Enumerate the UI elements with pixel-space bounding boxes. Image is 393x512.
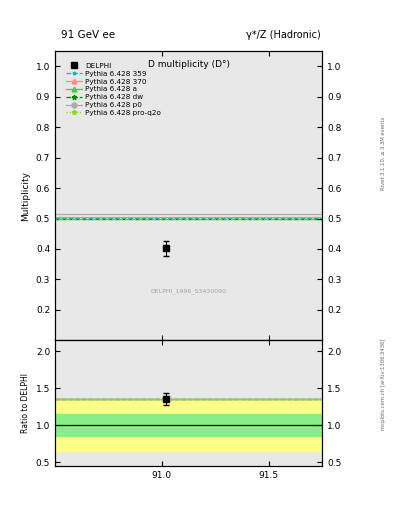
Text: D multiplicity (D°): D multiplicity (D°) — [148, 60, 230, 69]
Legend: DELPHI, Pythia 6.428 359, Pythia 6.428 370, Pythia 6.428 a, Pythia 6.428 dw, Pyt: DELPHI, Pythia 6.428 359, Pythia 6.428 3… — [64, 60, 163, 118]
Bar — [55, 399, 322, 451]
Bar — [55, 414, 322, 436]
Text: mcplots.cern.ch [arXiv:1306.3436]: mcplots.cern.ch [arXiv:1306.3436] — [381, 338, 386, 430]
Y-axis label: Multiplicity: Multiplicity — [21, 170, 30, 221]
Text: 91 GeV ee: 91 GeV ee — [61, 30, 115, 40]
Text: DELPHI_1996_S3430090: DELPHI_1996_S3430090 — [151, 288, 227, 294]
Text: γ*/Z (Hadronic): γ*/Z (Hadronic) — [246, 30, 320, 40]
Y-axis label: Ratio to DELPHI: Ratio to DELPHI — [21, 373, 30, 433]
Text: Rivet 3.1.10, ≥ 3.3M events: Rivet 3.1.10, ≥ 3.3M events — [381, 117, 386, 190]
